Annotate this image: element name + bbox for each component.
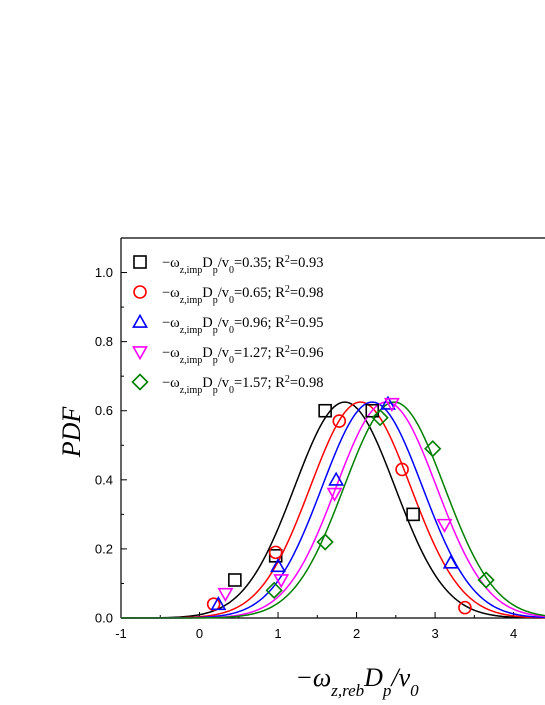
x-tick-label: 1 <box>274 626 281 641</box>
data-point-s5-2 <box>316 533 334 551</box>
legend: −ωz,impDp/v0=0.35; R2=0.93 −ωz,impDp/v0=0… <box>131 254 323 396</box>
data-points <box>206 395 495 615</box>
data-point-s4-4 <box>383 397 400 413</box>
y-tick-label: 0.2 <box>95 541 113 556</box>
x-tick-label: 2 <box>353 626 360 641</box>
data-point-s5-5 <box>477 571 495 589</box>
data-point-s1-5 <box>406 507 420 522</box>
data-point-s3-2 <box>270 557 287 573</box>
data-point-s4-3 <box>326 487 343 502</box>
fit-curve-4 <box>121 401 545 619</box>
x-tick-label: 4 <box>510 626 517 641</box>
data-point-s2-1 <box>206 597 221 611</box>
y-tick-label: 0.0 <box>95 611 113 626</box>
legend-label-2: −ωz,impDp/v0=0.65; R2=0.98 <box>162 284 323 306</box>
x-tick-label: 3 <box>431 626 438 641</box>
legend-marker-5 <box>131 373 149 391</box>
y-tick-label: 0.6 <box>95 403 113 418</box>
x-tick-label: 0 <box>196 626 203 641</box>
data-point-s1-2 <box>268 549 283 563</box>
data-point-s3-1 <box>210 595 227 611</box>
data-point-s5-3 <box>371 409 389 427</box>
y-tick-label: 0.4 <box>95 472 113 487</box>
data-point-s2-4 <box>395 462 409 477</box>
data-point-s2-5 <box>458 600 472 615</box>
data-point-s2-2 <box>268 545 283 560</box>
data-point-s1-3 <box>318 403 332 418</box>
fit-curves <box>121 401 545 619</box>
x-axis-label: −ωz,rebDp/v0 <box>295 663 419 700</box>
y-axis-label: PDF <box>57 406 86 459</box>
fit-curve-3 <box>121 401 545 619</box>
data-point-s5-4 <box>424 440 442 458</box>
data-point-s3-5 <box>442 554 459 569</box>
x-tick-label: -1 <box>115 626 127 641</box>
legend-label-3: −ωz,impDp/v0=0.96; R2=0.95 <box>162 314 323 336</box>
data-point-s4-5 <box>436 518 453 533</box>
axes-layer: -1 0 1 2 3 4 0.0 0.2 0.4 0.6 0.8 1.0 <box>95 237 545 641</box>
legend-marker-3 <box>132 313 148 328</box>
data-point-s3-3 <box>328 471 345 486</box>
data-point-s3-4 <box>379 395 396 410</box>
legend-label-5: −ωz,impDp/v0=1.57; R2=0.98 <box>162 374 323 396</box>
data-point-s4-1 <box>217 587 234 603</box>
y-tick-label: 0.8 <box>95 334 113 349</box>
data-point-s4-2 <box>273 574 290 589</box>
y-tick-label: 1.0 <box>95 265 113 280</box>
data-point-s5-1 <box>265 581 283 599</box>
fit-curve-2 <box>121 401 545 619</box>
legend-label-4: −ωz,impDp/v0=1.27; R2=0.96 <box>162 344 323 366</box>
legend-label-1: −ωz,impDp/v0=0.35; R2=0.93 <box>162 254 323 276</box>
data-point-s1-4 <box>365 403 380 418</box>
legend-marker-2 <box>133 285 147 299</box>
data-point-s2-3 <box>332 414 347 428</box>
legend-marker-4 <box>132 346 148 361</box>
data-point-s1-1 <box>228 573 242 587</box>
fit-curve-1 <box>121 401 545 619</box>
fit-curve-5 <box>121 401 545 619</box>
legend-marker-1 <box>133 255 147 269</box>
